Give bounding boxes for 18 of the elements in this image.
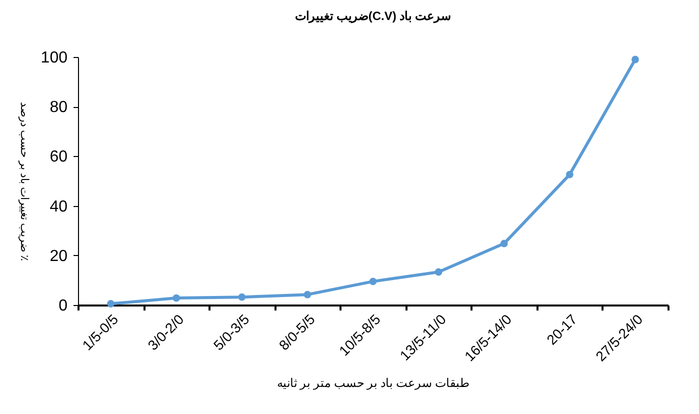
point xyxy=(566,170,574,178)
x-axis-title: طبقات سرعت باد بر حسب متر بر ثانیه xyxy=(276,376,470,390)
point xyxy=(172,294,180,302)
point xyxy=(500,240,508,248)
y-tick-label: 20 xyxy=(50,248,68,265)
y-tick-label: 40 xyxy=(50,198,68,216)
y-tick-label: 60 xyxy=(50,148,68,166)
point xyxy=(369,278,377,286)
y-tick-label: 100 xyxy=(40,50,68,66)
y-tick-label: 0 xyxy=(58,298,68,314)
y-axis-title: ضریب تغییرات باد بر حسب درصد ٪ xyxy=(18,102,30,262)
point xyxy=(238,293,246,301)
chart-title: ضریب تغییرات(C.V) سرعت باد xyxy=(294,9,452,24)
y-tick-label: 80 xyxy=(50,99,68,116)
point xyxy=(304,290,312,298)
point xyxy=(434,268,442,276)
point xyxy=(107,300,114,308)
point xyxy=(632,56,639,64)
